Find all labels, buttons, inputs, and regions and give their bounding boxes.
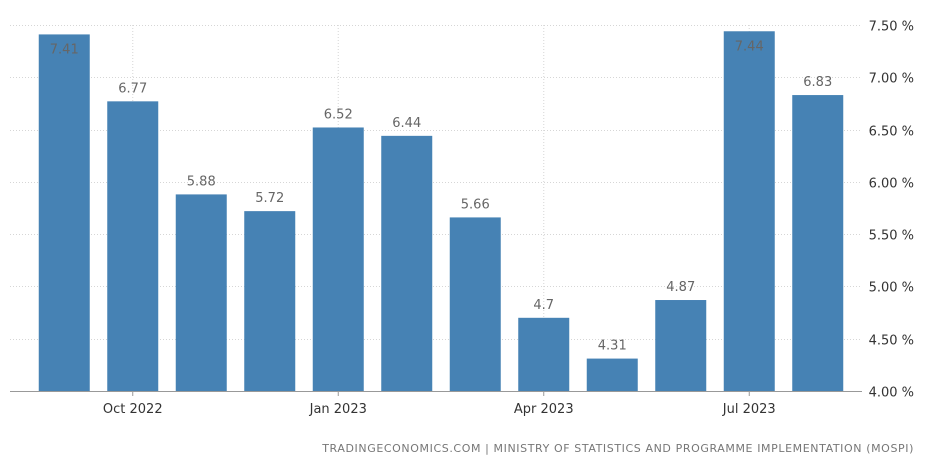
data-label: 4.87 [666,280,695,295]
data-label: 6.44 [392,116,421,131]
bar[interactable] [381,135,433,391]
data-label: 7.41 [50,42,79,57]
data-label: 5.66 [461,197,490,212]
y-tick-label: 4.00 % [869,386,914,401]
y-tick-label: 6.50 % [869,125,914,140]
data-label: 5.88 [187,174,216,189]
bar[interactable] [107,101,159,391]
x-axis: Oct 2022 Jan 2023 Apr 2023 Jul 2023 [10,391,862,417]
bars [38,31,844,391]
data-label: 6.52 [324,107,353,122]
x-tick-label: Jan 2023 [309,402,367,417]
y-tick-label: 7.00 % [869,72,914,87]
bar[interactable] [518,317,570,391]
data-label: 6.77 [118,81,147,96]
x-tick-label: Apr 2023 [514,402,574,417]
data-labels: 7.41 6.77 5.88 5.72 6.52 6.44 5.66 4.7 4.31 4.87 7… [50,39,832,353]
data-label: 7.44 [735,39,764,54]
y-tick-label: 7.50 % [869,20,914,35]
x-tick-label: Jul 2023 [722,402,776,417]
y-tick-label: 5.50 % [869,229,914,244]
source-note: TRADINGECONOMICS.COM | MINISTRY OF STATI… [321,442,914,455]
bar[interactable] [244,211,296,391]
bar[interactable] [449,217,501,391]
bar[interactable] [586,358,638,391]
y-tick-label: 5.00 % [869,281,914,296]
y-axis: 4.00 % 4.50 % 5.00 % 5.50 % 6.00 % 6.50 % 7.00… [869,20,914,401]
y-tick-label: 4.50 % [869,334,914,349]
data-label: 4.7 [533,298,554,313]
y-tick-label: 6.00 % [869,177,914,192]
bar[interactable] [38,34,90,391]
bar[interactable] [175,194,227,391]
x-tick-label: Oct 2022 [103,402,163,417]
bar[interactable] [655,300,707,391]
bar[interactable] [723,31,775,391]
data-label: 6.83 [803,75,832,90]
bar[interactable] [312,127,364,391]
data-label: 5.72 [255,191,284,206]
bar[interactable] [792,95,844,391]
data-label: 4.31 [598,339,627,354]
